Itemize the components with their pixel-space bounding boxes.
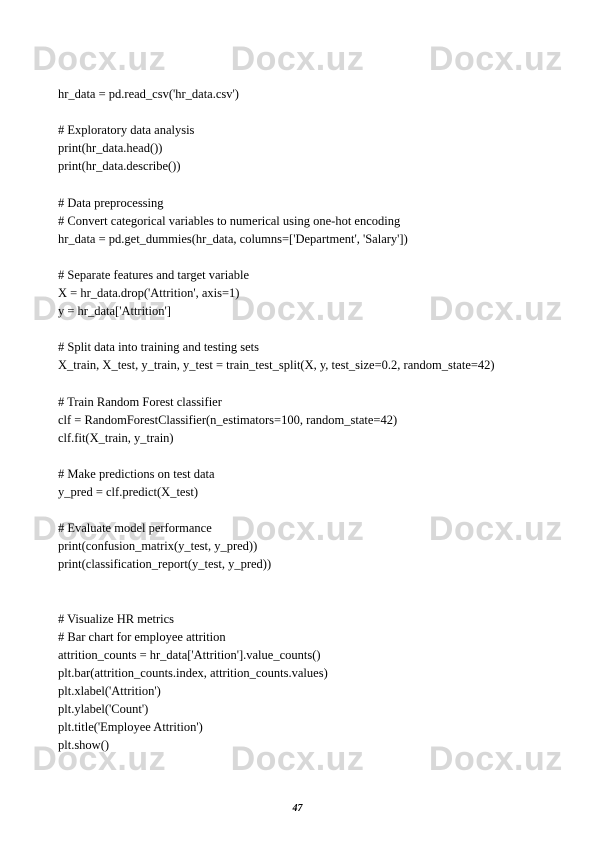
code-line: clf.fit(X_train, y_train) [58, 429, 555, 447]
blank-line [58, 375, 555, 393]
watermark-text: Docx.uz [429, 40, 563, 79]
blank-line [58, 592, 555, 610]
code-line: # Make predictions on test data [58, 465, 555, 483]
code-line: X = hr_data.drop('Attrition', axis=1) [58, 284, 555, 302]
code-line: X_train, X_test, y_train, y_test = train… [58, 356, 555, 374]
code-line: # Convert categorical variables to numer… [58, 212, 555, 230]
code-line: clf = RandomForestClassifier(n_estimator… [58, 411, 555, 429]
code-line: # Train Random Forest classifier [58, 393, 555, 411]
blank-line [58, 176, 555, 194]
blank-line [58, 320, 555, 338]
code-line: # Data preprocessing [58, 194, 555, 212]
code-line: hr_data = pd.get_dummies(hr_data, column… [58, 230, 555, 248]
code-line: print(classification_report(y_test, y_pr… [58, 555, 555, 573]
code-line: plt.ylabel('Count') [58, 700, 555, 718]
blank-line [58, 501, 555, 519]
blank-line [58, 447, 555, 465]
code-line: # Separate features and target variable [58, 266, 555, 284]
code-content: hr_data = pd.read_csv('hr_data.csv') # E… [58, 85, 555, 755]
code-line: attrition_counts = hr_data['Attrition'].… [58, 646, 555, 664]
code-line: print(hr_data.describe()) [58, 157, 555, 175]
code-line: plt.bar(attrition_counts.index, attritio… [58, 664, 555, 682]
code-line: hr_data = pd.read_csv('hr_data.csv') [58, 85, 555, 103]
code-line: # Visualize HR metrics [58, 610, 555, 628]
blank-line [58, 103, 555, 121]
blank-line [58, 574, 555, 592]
code-line: # Evaluate model performance [58, 519, 555, 537]
watermark-text: Docx.uz [231, 40, 365, 79]
code-line: y = hr_data['Attrition'] [58, 302, 555, 320]
code-line: plt.show() [58, 736, 555, 754]
code-line: print(hr_data.head()) [58, 139, 555, 157]
code-line: print(confusion_matrix(y_test, y_pred)) [58, 537, 555, 555]
page-number: 47 [0, 803, 595, 814]
watermark-row-1: Docx.uz Docx.uz Docx.uz [0, 40, 595, 79]
blank-line [58, 248, 555, 266]
code-line: # Bar chart for employee attrition [58, 628, 555, 646]
code-line: y_pred = clf.predict(X_test) [58, 483, 555, 501]
code-line: plt.xlabel('Attrition') [58, 682, 555, 700]
watermark-text: Docx.uz [32, 40, 166, 79]
code-line: # Exploratory data analysis [58, 121, 555, 139]
code-line: # Split data into training and testing s… [58, 338, 555, 356]
code-line: plt.title('Employee Attrition') [58, 718, 555, 736]
